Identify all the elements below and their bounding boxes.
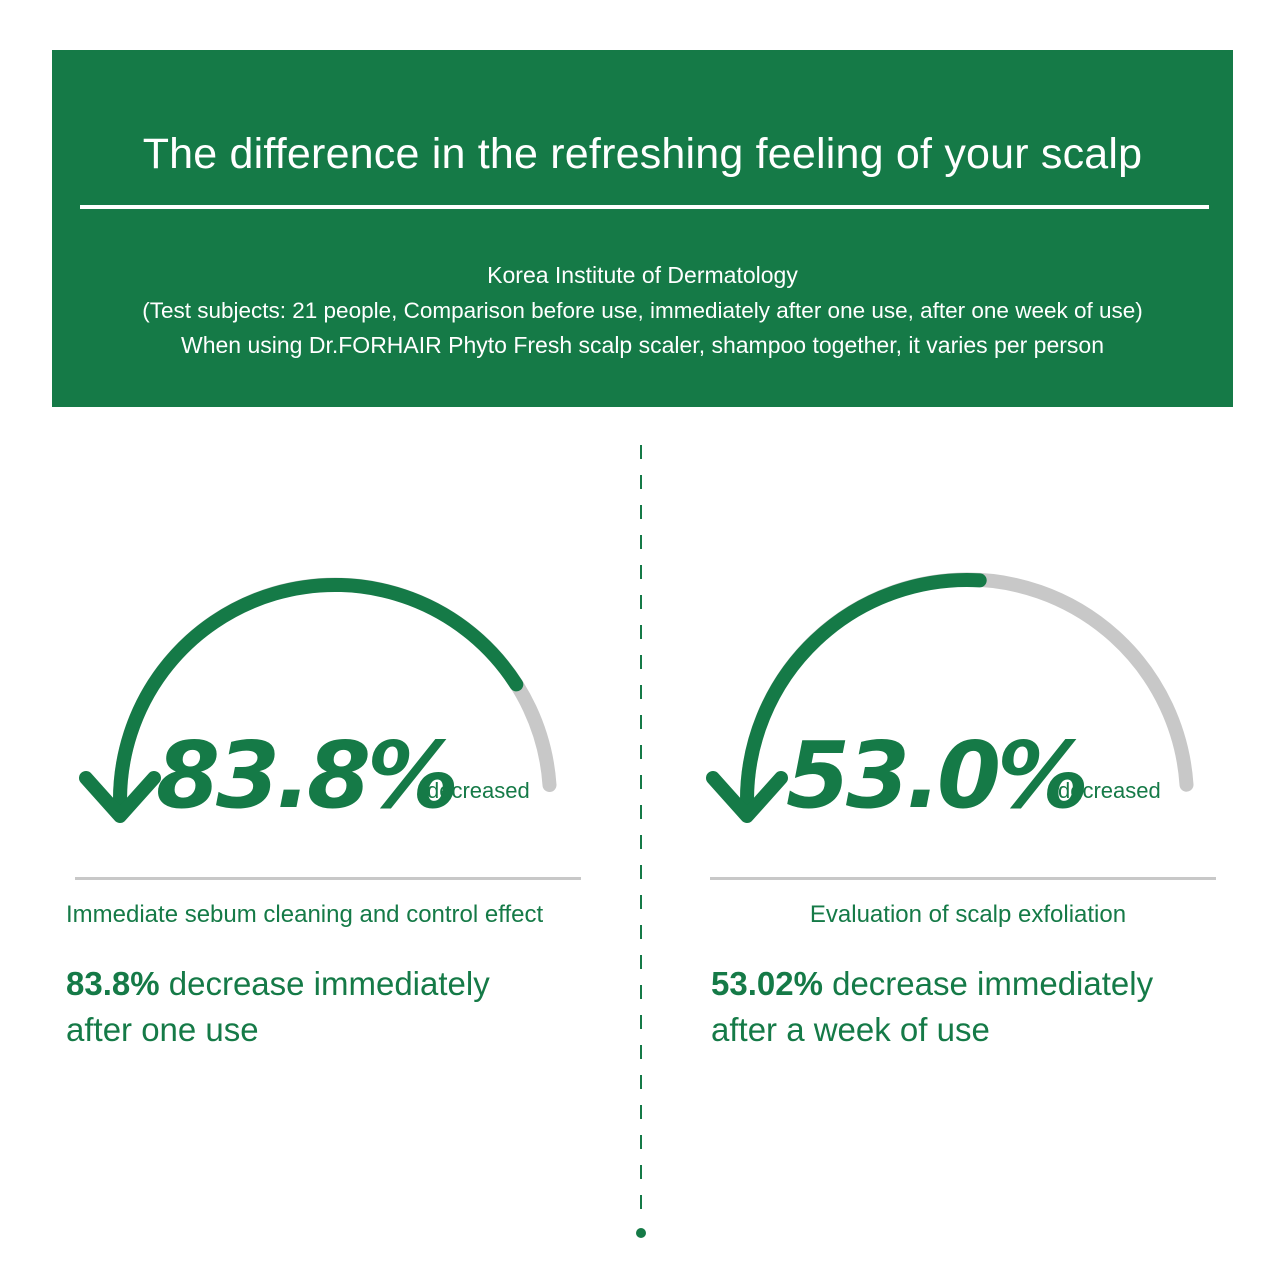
desc-highlight-right: 53.02%	[711, 965, 823, 1002]
banner-divider	[80, 205, 1209, 209]
center-dashed-divider	[640, 445, 642, 1220]
gauge-value-right: 53.0%	[786, 722, 1089, 829]
gauge-fill-right	[740, 573, 987, 807]
gauge-fill-left	[113, 577, 524, 807]
divider-end-dot	[636, 1228, 646, 1238]
study-source: Korea Institute of Dermatology (Test sub…	[52, 258, 1233, 363]
panel-heading-left: Immediate sebum cleaning and control eff…	[66, 901, 544, 928]
panel-heading-right: Evaluation of scalp exfoliation	[809, 901, 1127, 928]
down-arrow-icon	[706, 771, 788, 823]
panel-description-right: 53.02% decrease immediately after a week…	[711, 961, 1153, 1053]
gauge-value-left: 83.8%	[156, 722, 459, 829]
panel-divider-right	[710, 877, 1216, 880]
source-institute: Korea Institute of Dermatology	[487, 262, 798, 288]
desc-highlight-left: 83.8%	[66, 965, 160, 1002]
desc-line1-left: decrease immediately	[159, 965, 490, 1002]
down-arrow-icon	[79, 771, 161, 823]
gauge-suffix-right: decreased	[1058, 778, 1161, 803]
desc-line2-right: after a week of use	[711, 1011, 990, 1048]
gauge-suffix-left: decreased	[427, 778, 530, 803]
source-usage-note: When using Dr.FORHAIR Phyto Fresh scalp …	[181, 332, 1104, 358]
header-banner: The difference in the refreshing feeling…	[52, 50, 1233, 407]
panel-description-left: 83.8% decrease immediately after one use	[66, 961, 490, 1053]
desc-line1-right: decrease immediately	[822, 965, 1154, 1002]
source-test-subjects: (Test subjects: 21 people, Comparison be…	[142, 298, 1143, 323]
banner-title: The difference in the refreshing feeling…	[142, 130, 1143, 178]
desc-line2-left: after one use	[66, 1011, 259, 1048]
panel-divider-left	[75, 877, 581, 880]
